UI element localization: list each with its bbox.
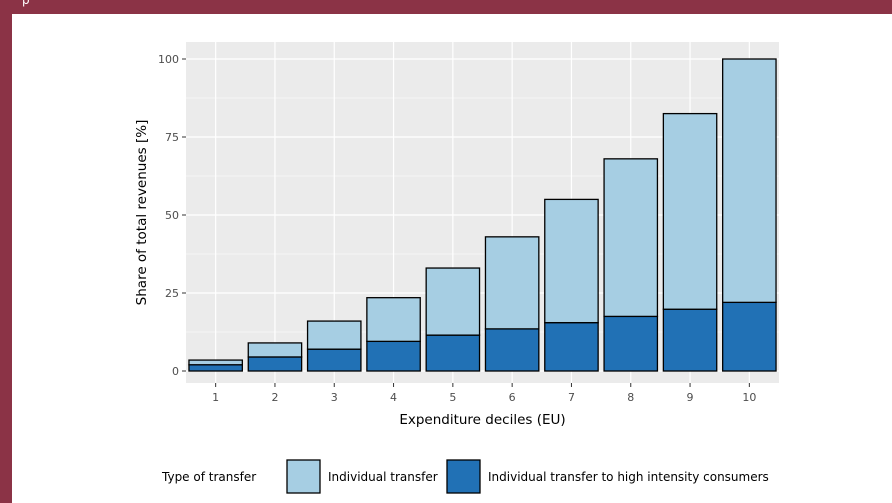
legend-title: Type of transfer: [161, 470, 256, 484]
bar-segment: [366, 340, 421, 372]
bars: [188, 58, 777, 372]
legend-label: Individual transfer to high intensity co…: [488, 470, 769, 484]
y-tick-label: 0: [172, 365, 179, 378]
bar-segment: [484, 328, 540, 372]
header-strip: p: [0, 0, 892, 14]
bar-segment: [484, 236, 540, 330]
bar-segment: [544, 321, 599, 372]
bar-segment: [247, 342, 303, 358]
x-tick-label: 9: [687, 391, 694, 404]
header-fragment: p: [22, 0, 30, 7]
y-axis-title: Share of total revenues [%]: [134, 120, 150, 306]
bar-segment: [544, 198, 599, 324]
legend-key: [446, 459, 481, 494]
x-tick-label: 5: [449, 391, 456, 404]
legend-label: Individual transfer: [328, 470, 438, 484]
y-axis: 0 25 50 75 100: [158, 53, 186, 378]
x-tick-label: 7: [568, 391, 575, 404]
bar-segment: [722, 58, 777, 304]
bar-segment: [425, 267, 481, 336]
bar-segment: [366, 297, 421, 343]
bar-segment: [662, 112, 718, 310]
bar-segment: [603, 315, 659, 372]
bar-segment: [306, 320, 362, 350]
x-tick-label: 1: [212, 391, 219, 404]
bar-segment: [662, 308, 718, 372]
x-tick-label: 3: [331, 391, 338, 404]
y-tick-label: 50: [165, 209, 179, 222]
legend-key: [286, 459, 321, 494]
y-tick-label: 25: [165, 287, 179, 300]
bar-segment: [722, 301, 777, 372]
bar-segment: [188, 359, 243, 366]
x-axis-title: Expenditure deciles (EU): [399, 412, 565, 428]
x-axis: 1 2 3 4 5 6 7 8 9 10: [212, 383, 756, 404]
bar-segment: [603, 158, 659, 318]
legend: Type of transfer Individual transfer Indi…: [161, 459, 769, 494]
bar-segment: [425, 334, 481, 372]
bar-segment: [306, 348, 362, 372]
x-tick-label: 6: [509, 391, 516, 404]
x-tick-label: 4: [390, 391, 397, 404]
bar-segment: [188, 364, 243, 372]
y-tick-label: 75: [165, 131, 179, 144]
bar-segment: [247, 356, 303, 372]
x-tick-label: 2: [271, 391, 278, 404]
x-tick-label: 8: [627, 391, 634, 404]
x-tick-label: 10: [742, 391, 756, 404]
y-tick-label: 100: [158, 53, 179, 66]
